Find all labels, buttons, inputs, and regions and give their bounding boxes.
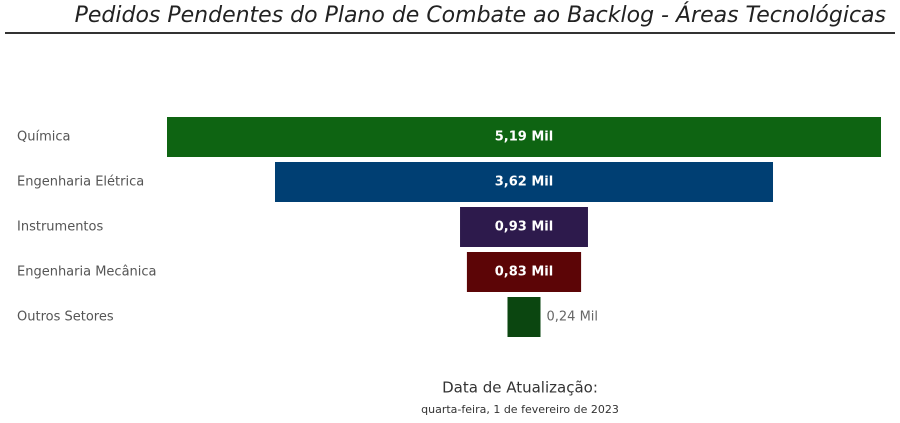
value-label: 5,19 Mil [495,130,553,145]
chart-title: Pedidos Pendentes do Plano de Combate ao… [75,2,886,28]
value-label: 0,93 Mil [495,220,553,235]
update-date: quarta-feira, 1 de fevereiro de 2023 [421,403,619,416]
update-label: Data de Atualização: [442,379,598,397]
value-label: 0,24 Mil [547,310,599,325]
category-label: Engenharia Mecânica [17,265,157,280]
value-label: 3,62 Mil [495,175,553,190]
category-label: Outros Setores [17,310,114,325]
category-label: Engenharia Elétrica [17,175,144,190]
category-label: Instrumentos [17,220,103,235]
value-label: 0,83 Mil [495,265,553,280]
category-label: Química [17,130,70,145]
funnel-bar [507,297,540,337]
